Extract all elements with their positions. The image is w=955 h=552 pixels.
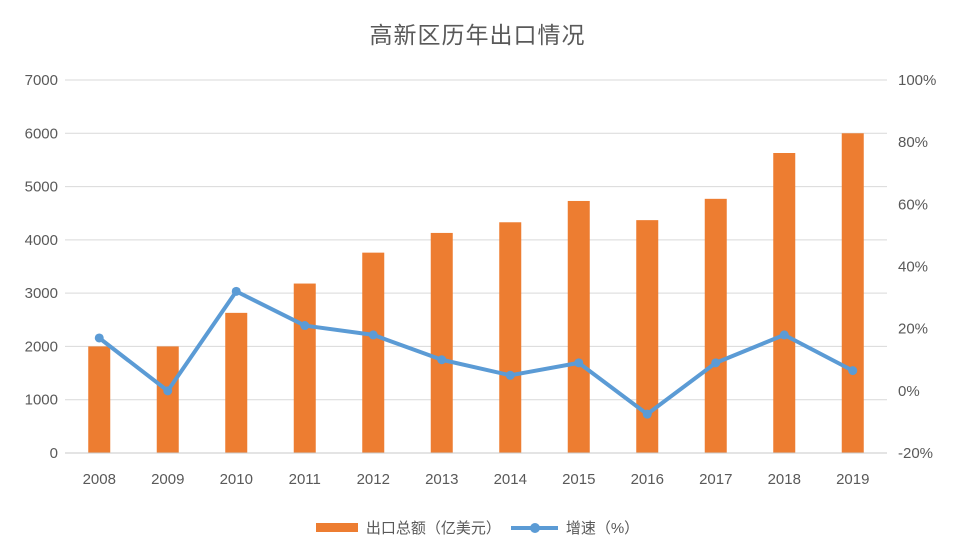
y-right-tick-label: 80%	[898, 134, 928, 151]
bar-2008	[88, 346, 111, 453]
legend-item-growth: 增速（%）	[510, 517, 640, 538]
x-tick-label-2017: 2017	[699, 471, 732, 488]
bar-series-swatch-icon	[315, 523, 358, 532]
bar-2010	[225, 312, 248, 453]
y-right-tick-label: 100%	[898, 72, 936, 89]
line-marker-2008	[94, 333, 104, 343]
y-left-tick-label: 3000	[25, 285, 58, 302]
y-left-tick-label: 0	[50, 445, 58, 462]
bar-2012	[362, 252, 385, 453]
line-series-swatch-icon	[510, 522, 558, 533]
legend-label-exports: 出口总额（亿美元）	[365, 520, 501, 537]
line-swatch-marker	[529, 522, 540, 533]
y-right-tick-label: 60%	[898, 196, 928, 213]
x-tick-label-2010: 2010	[220, 471, 253, 488]
legend-label-growth: 增速（%）	[565, 520, 640, 537]
x-tick-label-2008: 2008	[83, 471, 116, 488]
line-marker-2013	[437, 355, 447, 365]
line-marker-2019	[848, 366, 858, 376]
legend-item-exports: 出口总额（亿美元）	[315, 517, 501, 538]
line-marker-2009	[163, 386, 173, 396]
bar-2017	[704, 198, 727, 453]
bar-2014	[499, 222, 522, 453]
x-tick-label-2014: 2014	[494, 471, 527, 488]
y-left-tick-label: 7000	[25, 72, 58, 89]
line-marker-2018	[779, 330, 789, 340]
y-right-tick-label: -20%	[898, 445, 933, 462]
line-marker-2017	[711, 358, 721, 368]
x-tick-label-2016: 2016	[631, 471, 664, 488]
line-marker-2012	[368, 330, 378, 340]
bar-2016	[636, 220, 659, 453]
x-tick-label-2011: 2011	[289, 471, 321, 488]
y-right-tick-label: 0%	[898, 383, 920, 400]
line-marker-2014	[505, 370, 515, 380]
line-marker-2015	[574, 358, 584, 368]
bar-2015	[567, 200, 590, 453]
x-tick-label-2013: 2013	[425, 471, 458, 488]
y-left-tick-label: 2000	[25, 338, 58, 355]
bar-2019	[841, 133, 864, 454]
chart-title: 高新区历年出口情况	[369, 23, 586, 48]
y-left-tick-label: 4000	[25, 232, 58, 249]
y-left-tick-label: 5000	[25, 179, 58, 196]
line-marker-2011	[300, 321, 310, 331]
x-tick-label-2018: 2018	[768, 471, 801, 488]
y-right-tick-label: 20%	[898, 321, 928, 338]
bar-2009	[156, 346, 179, 453]
line-marker-2010	[231, 286, 241, 296]
y-right-tick-label: 40%	[898, 259, 928, 276]
line-marker-2016	[642, 409, 652, 419]
y-left-tick-label: 1000	[25, 392, 58, 409]
x-tick-label-2009: 2009	[151, 471, 184, 488]
bar-2018	[773, 153, 796, 453]
x-tick-label-2012: 2012	[357, 471, 390, 488]
y-left-tick-label: 6000	[25, 125, 58, 142]
growth-line	[97, 289, 855, 417]
bar-2011	[293, 283, 316, 453]
x-tick-label-2019: 2019	[836, 471, 869, 488]
legend: 出口总额（亿美元） 增速（%）	[0, 517, 955, 538]
x-tick-label-2015: 2015	[562, 471, 595, 488]
bar-2013	[430, 232, 453, 453]
